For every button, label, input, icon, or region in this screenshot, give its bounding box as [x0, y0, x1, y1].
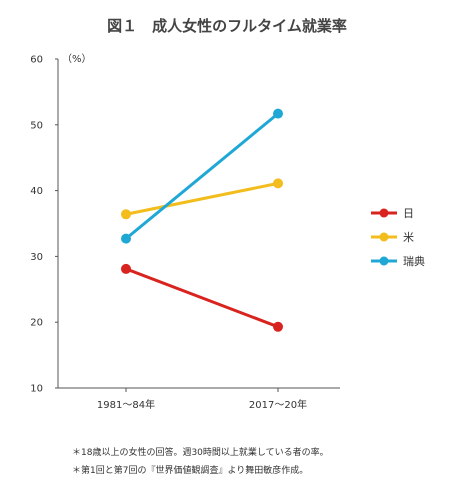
data-point: [273, 108, 283, 119]
x-axis-ticks: 1981〜84年 2017〜20年: [97, 388, 307, 411]
legend-swatch-marker: [379, 208, 389, 218]
data-point: [121, 209, 131, 220]
data-point: [121, 233, 131, 244]
series-line: [124, 267, 280, 329]
series-3: [121, 108, 283, 244]
legend-swatch-marker: [379, 232, 389, 242]
series-line: [124, 112, 280, 241]
series-1: [121, 263, 283, 332]
data-point: [273, 178, 283, 189]
x-tick-label: 2017〜20年: [249, 398, 307, 411]
y-tick-label: 20: [30, 318, 43, 329]
y-axis-unit-label: （%）: [62, 53, 92, 65]
legend-label: 瑞典: [403, 254, 425, 268]
series-2: [121, 178, 283, 220]
data-point: [273, 321, 283, 332]
series-line: [124, 181, 280, 216]
y-axis-ticks: 10 20 30 40 50 60: [30, 55, 58, 395]
legend-item: 米: [371, 231, 414, 244]
legend-swatch-marker: [379, 256, 389, 266]
legend-label: 米: [403, 231, 414, 244]
y-tick-label: 50: [30, 120, 43, 131]
series-layer: [121, 108, 283, 332]
legend-label: 日: [403, 207, 414, 220]
footnote-1: ＊18歳以上の女性の回答。週30時間以上就業している者の率。: [72, 446, 329, 458]
y-tick-label: 40: [30, 186, 43, 197]
axes: [57, 59, 340, 389]
y-tick-label: 30: [30, 252, 43, 263]
x-tick-label: 1981〜84年: [97, 398, 155, 411]
data-point: [121, 263, 131, 274]
y-tick-label: 60: [30, 55, 43, 66]
legend-item: 瑞典: [371, 254, 425, 268]
chart-title: 図１ 成人女性のフルタイム就業率: [107, 17, 347, 35]
footnote-2: ＊第1回と第7回の『世界価値観調査』より舞田敏彦作成。: [72, 464, 308, 476]
y-tick-label: 10: [30, 384, 43, 395]
legend-item: 日: [371, 207, 414, 220]
